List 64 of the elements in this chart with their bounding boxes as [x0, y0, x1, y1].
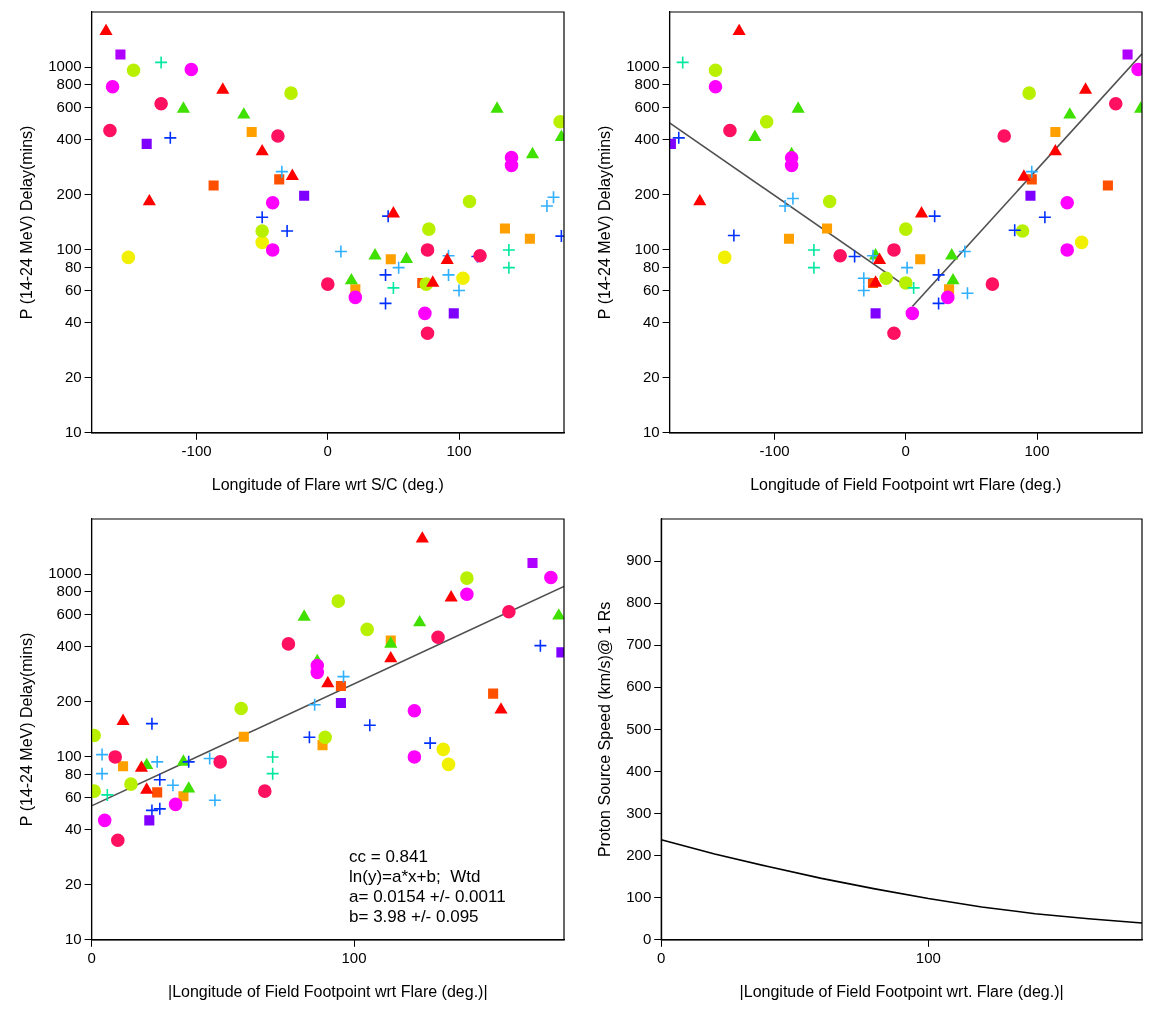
- x-tick-label: 0: [901, 441, 910, 459]
- y-tick-label: 0: [642, 929, 652, 947]
- y-tick-label: 40: [64, 819, 82, 837]
- y-tick-label: 100: [56, 747, 82, 765]
- x-tick-label: 100: [341, 948, 367, 966]
- y-tick-label: 10: [64, 929, 82, 947]
- y-tick-label: 200: [56, 185, 82, 203]
- x-axis-title: |Longitude of Field Footpoint wrt. Flare (deg.)|: [739, 982, 1064, 1000]
- y-tick-label: 300: [626, 803, 652, 821]
- y-tick-label: 1000: [48, 564, 82, 582]
- y-axis-title: P (14-24 MeV) Delay(mins): [18, 632, 36, 827]
- x-tick-label: 100: [915, 948, 941, 966]
- y-tick-label: 100: [634, 240, 660, 258]
- y-tick-label: 800: [56, 74, 82, 92]
- y-tick-label: 400: [56, 129, 82, 147]
- y-tick-label: 500: [626, 719, 652, 737]
- y-tick-label: 80: [64, 257, 82, 275]
- annotation: cc = 0.841: [349, 846, 428, 866]
- x-tick-label: -100: [181, 441, 212, 459]
- y-axis-title: P (14-24 MeV) Delay(mins): [18, 125, 36, 320]
- y-tick-label: 700: [626, 635, 652, 653]
- y-tick-label: 600: [634, 97, 660, 115]
- y-tick-label: 800: [634, 74, 660, 92]
- x-tick-label: -100: [759, 441, 790, 459]
- annotation: b= 3.98 +/- 0.095: [349, 906, 479, 926]
- y-tick-label: 600: [56, 604, 82, 622]
- y-tick-label: 200: [626, 845, 652, 863]
- y-tick-label: 1000: [626, 57, 660, 75]
- x-axis-title: Longitude of Flare wrt S/C (deg.): [211, 475, 444, 493]
- y-tick-label: 100: [56, 240, 82, 258]
- y-tick-label: 400: [626, 761, 652, 779]
- y-tick-label: 800: [626, 593, 652, 611]
- y-tick-label: 80: [642, 257, 660, 275]
- y-tick-label: 60: [64, 787, 82, 805]
- y-tick-label: 600: [626, 677, 652, 695]
- y-tick-label: 600: [56, 97, 82, 115]
- y-tick-label: 400: [634, 129, 660, 147]
- y-tick-label: 900: [626, 551, 652, 569]
- y-tick-label: 1000: [48, 57, 82, 75]
- x-tick-label: 100: [1024, 441, 1050, 459]
- y-tick-label: 100: [626, 887, 652, 905]
- annotation: a= 0.0154 +/- 0.0011: [349, 886, 506, 906]
- y-axis-title: Proton Source Speed (km/s)@ 1 Rs: [596, 601, 614, 858]
- y-tick-label: 20: [642, 367, 660, 385]
- y-tick-label: 20: [64, 367, 82, 385]
- y-tick-label: 10: [64, 422, 82, 440]
- y-tick-label: 800: [56, 581, 82, 599]
- y-tick-label: 40: [642, 312, 660, 330]
- y-tick-label: 200: [56, 692, 82, 710]
- y-tick-label: 10: [642, 422, 660, 440]
- y-axis-title: P (14-24 MeV) Delay(mins): [596, 125, 614, 320]
- x-tick-label: 0: [323, 441, 332, 459]
- y-tick-label: 80: [64, 764, 82, 782]
- x-tick-label: 100: [446, 441, 472, 459]
- y-tick-label: 60: [642, 280, 660, 298]
- y-tick-label: 20: [64, 874, 82, 892]
- x-axis-title: |Longitude of Field Footpoint wrt Flare (deg.)|: [167, 982, 488, 1000]
- y-tick-label: 40: [64, 312, 82, 330]
- y-tick-label: 60: [64, 280, 82, 298]
- x-tick-label: 0: [87, 948, 96, 966]
- y-tick-label: 400: [56, 636, 82, 654]
- y-tick-label: 200: [634, 185, 660, 203]
- x-axis-title: Longitude of Field Footpoint wrt Flare (deg.): [750, 475, 1062, 493]
- annotation: ln(y)=a*x+b; Wtd: [349, 866, 481, 886]
